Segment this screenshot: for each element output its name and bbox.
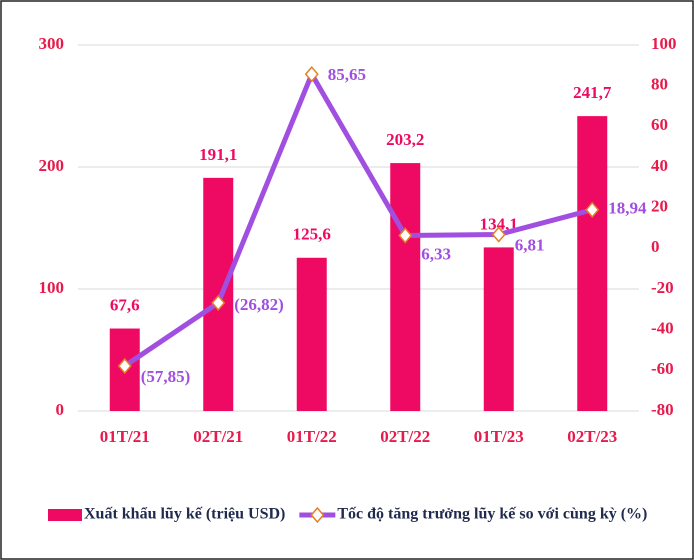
bar-value-label: 134,1 (480, 214, 518, 233)
bar (483, 247, 514, 411)
line-marker (398, 227, 413, 244)
bar-value-label: 203,2 (386, 130, 424, 149)
y-tick-label: 100 (39, 278, 65, 297)
legend-label: Tốc độ tăng trưởng lũy kế so với cùng kỳ… (337, 506, 647, 523)
y-tick-label: 300 (39, 34, 65, 53)
bar (390, 163, 421, 411)
bar (577, 116, 608, 411)
bar (203, 177, 234, 411)
y2-tick-label: 80 (651, 75, 668, 94)
line-marker (491, 226, 506, 243)
legend-marker (310, 506, 325, 524)
x-tick-label: 02T/21 (193, 427, 243, 446)
y-tick-label: 0 (56, 400, 65, 419)
bar-value-label: 67,6 (110, 295, 140, 314)
line-value-label: 85,65 (328, 65, 366, 84)
y2-tick-label: 0 (651, 237, 660, 256)
y2-tick-label: 20 (651, 197, 668, 216)
line-value-label: 18,94 (608, 199, 647, 218)
x-tick-label: 01T/23 (474, 427, 524, 446)
line (123, 71, 593, 369)
line-marker (211, 294, 226, 312)
x-tick-label: 02T/23 (567, 427, 617, 446)
line-value-label: (57,85) (141, 367, 191, 386)
bar-value-label: 191,1 (199, 145, 237, 164)
x-tick-label: 02T/22 (380, 427, 430, 446)
line-marker (117, 357, 132, 375)
x-tick-label: 01T/21 (100, 427, 150, 446)
legend-label: Xuất khẩu lũy kế (triệu USD) (84, 506, 285, 523)
y2-tick-label: 60 (651, 115, 668, 134)
y2-tick-label: -80 (651, 400, 674, 419)
bar-value-label: 241,7 (573, 83, 612, 102)
legend-swatch (48, 509, 82, 521)
y2-tick-label: 100 (651, 34, 677, 53)
y2-tick-label: -60 (651, 359, 674, 378)
y2-tick-label: 40 (651, 156, 668, 175)
y2-tick-label: -40 (651, 319, 674, 338)
line-marker (585, 201, 600, 218)
y2-tick-label: -20 (651, 278, 674, 297)
x-tick-label: 01T/22 (287, 427, 337, 446)
line-value-label: 6,33 (421, 244, 451, 263)
line-value-label: (26,82) (234, 295, 284, 314)
y-tick-label: 200 (39, 156, 65, 175)
bar (296, 257, 327, 411)
line-value-label: 6,81 (515, 235, 545, 254)
bar-value-label: 125,6 (293, 225, 331, 244)
line-marker (304, 66, 319, 83)
